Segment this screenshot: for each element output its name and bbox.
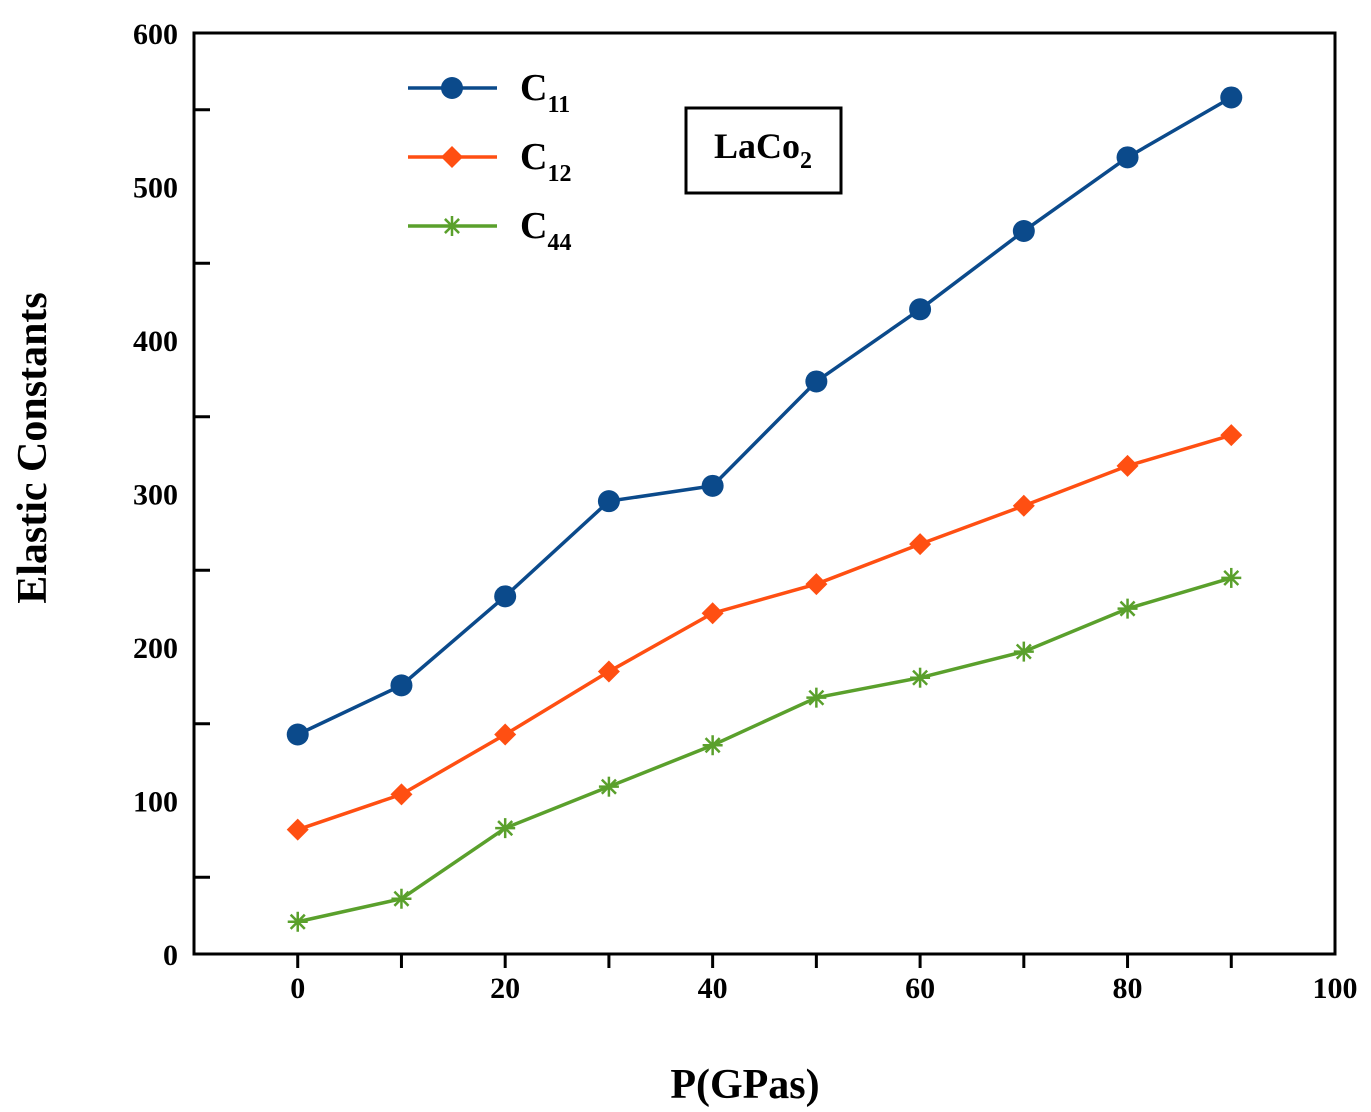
data-point bbox=[597, 490, 620, 513]
data-point bbox=[1013, 641, 1034, 662]
data-point bbox=[1220, 86, 1243, 109]
y-tick-label: 0 bbox=[163, 939, 178, 972]
data-point bbox=[495, 818, 516, 839]
y-axis-label: Elastic Constants bbox=[10, 292, 56, 604]
x-tick-label: 60 bbox=[905, 972, 935, 1005]
y-tick-label: 500 bbox=[133, 172, 178, 205]
data-point bbox=[1220, 424, 1243, 447]
data-point bbox=[1116, 454, 1139, 477]
data-point bbox=[806, 687, 827, 708]
data-point bbox=[1012, 220, 1035, 243]
legend-marker bbox=[442, 216, 462, 236]
y-tick-label: 400 bbox=[133, 325, 178, 358]
x-tick-label: 40 bbox=[698, 972, 728, 1005]
x-tick-label: 0 bbox=[290, 972, 305, 1005]
data-point bbox=[494, 723, 517, 746]
legend-label: C44 bbox=[520, 205, 571, 256]
y-tick-label: 100 bbox=[133, 786, 178, 819]
data-point bbox=[909, 298, 932, 321]
legend: C11 C12 C44 bbox=[408, 67, 571, 256]
data-point bbox=[597, 660, 620, 683]
data-point bbox=[701, 474, 724, 497]
plot-frame bbox=[192, 31, 1337, 956]
y-tick-label: 300 bbox=[133, 479, 178, 512]
legend-label: C11 bbox=[520, 67, 570, 118]
data-point bbox=[701, 602, 724, 625]
series-line bbox=[296, 95, 1233, 737]
data-point bbox=[1116, 146, 1139, 169]
y-tick-label: 600 bbox=[133, 18, 178, 51]
data-point bbox=[1221, 567, 1242, 588]
data-point bbox=[286, 723, 309, 746]
x-tick-label: 20 bbox=[490, 972, 520, 1005]
data-point bbox=[598, 776, 619, 797]
series-C11 bbox=[286, 86, 1243, 746]
data-point bbox=[909, 533, 932, 556]
axes: 0 100 200 300 400 500 600 0 20 40 60 80 100 bbox=[133, 18, 1358, 1005]
data-point bbox=[494, 585, 517, 608]
series-C12 bbox=[286, 424, 1243, 841]
legend-marker bbox=[441, 77, 463, 99]
series-line bbox=[297, 433, 1232, 832]
x-tick-label: 100 bbox=[1313, 972, 1358, 1005]
legend-entry: C44 bbox=[408, 205, 571, 256]
annotation-box: LaCo2 bbox=[684, 106, 843, 195]
legend-marker bbox=[441, 146, 463, 168]
annotation-label: LaCo2 bbox=[714, 126, 812, 174]
x-axis-label: P(GPas) bbox=[670, 1062, 819, 1108]
legend-entry: C12 bbox=[408, 136, 571, 187]
legend-label: C12 bbox=[520, 136, 571, 187]
x-tick-label: 80 bbox=[1113, 972, 1143, 1005]
data-point bbox=[910, 667, 931, 688]
y-tick-label: 200 bbox=[133, 632, 178, 665]
legend-entry: C11 bbox=[408, 67, 570, 118]
data-point bbox=[1117, 598, 1138, 619]
data-point bbox=[287, 911, 308, 932]
series-C44 bbox=[287, 567, 1242, 932]
data-point bbox=[391, 888, 412, 909]
data-point bbox=[1012, 494, 1035, 517]
data-point bbox=[286, 818, 309, 841]
series-layer bbox=[286, 86, 1243, 932]
data-point bbox=[390, 783, 413, 806]
data-point bbox=[390, 674, 413, 697]
data-point bbox=[702, 735, 723, 756]
data-point bbox=[805, 573, 828, 596]
data-point bbox=[805, 370, 828, 393]
series-line bbox=[297, 576, 1232, 924]
